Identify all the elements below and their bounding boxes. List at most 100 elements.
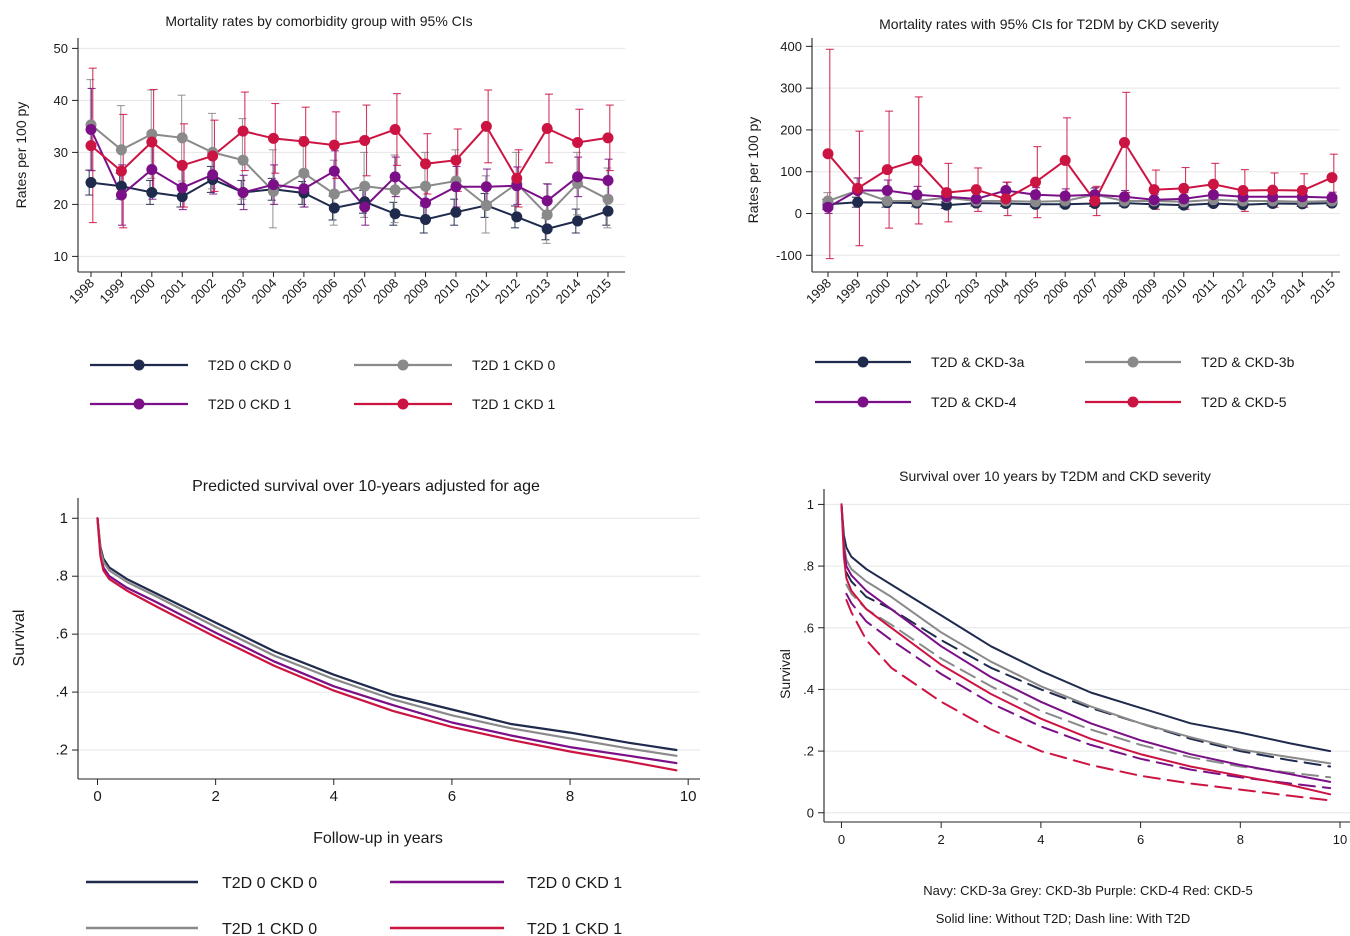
x-tick-label: 1999	[833, 276, 864, 307]
data-point	[207, 150, 219, 162]
x-tick-label: 2008	[370, 276, 401, 307]
x-tick-label: 2015	[1307, 276, 1338, 307]
data-point	[572, 171, 584, 183]
x-tick-label: 2001	[157, 276, 188, 307]
x-tick-label: 2011	[462, 276, 492, 306]
data-point	[1089, 195, 1101, 207]
data-point	[267, 132, 279, 144]
y-tick-label: 20	[54, 197, 68, 212]
data-point	[852, 182, 864, 194]
data-point	[85, 140, 97, 152]
data-point	[1267, 184, 1279, 196]
data-point	[298, 167, 310, 179]
legend-item-1: T2D 1 CKD 0	[354, 357, 555, 373]
survival-curve	[840, 503, 1332, 783]
data-point	[572, 137, 584, 149]
data-point	[115, 180, 127, 192]
x-tick-label: 2014	[1277, 276, 1308, 307]
legend-label: T2D 0 CKD 1	[208, 396, 291, 412]
x-tick-label: 2002	[922, 276, 953, 307]
data-point	[911, 154, 923, 166]
data-point	[911, 189, 923, 201]
data-point	[881, 164, 893, 176]
y-tick-label: .4	[55, 684, 68, 701]
data-point	[970, 184, 982, 196]
chart-survival-ckd-severity: Survival over 10 years by T2DM and CKD s…	[777, 468, 1350, 926]
series-line	[90, 124, 609, 181]
data-point	[480, 120, 492, 132]
y-tick-label: .8	[803, 559, 814, 574]
data-point	[1059, 154, 1071, 166]
data-point	[176, 159, 188, 171]
x-tick-label: 2011	[1189, 276, 1219, 306]
legend-item-0: T2D & CKD-3a	[815, 354, 1025, 370]
data-point	[176, 132, 188, 144]
x-tick-label: 2007	[1070, 276, 1101, 307]
data-point	[85, 177, 97, 189]
y-tick-label: 100	[780, 164, 802, 179]
data-point	[1030, 176, 1042, 188]
data-point	[602, 132, 614, 144]
legend-label: T2D & CKD-3b	[1201, 354, 1295, 370]
y-tick-label: 50	[54, 41, 68, 56]
data-point	[359, 201, 371, 213]
y-tick-label: .8	[55, 568, 68, 585]
chart-predicted-survival: Predicted survival over 10-years adjuste…	[11, 478, 700, 936]
x-tick-label: 2003	[951, 276, 982, 307]
x-tick-label: 10	[680, 788, 697, 805]
data-point	[1118, 191, 1130, 203]
data-point	[1178, 182, 1190, 194]
legend-label: T2D 0 CKD 1	[527, 875, 622, 892]
data-point	[1000, 193, 1012, 205]
series-line	[90, 129, 609, 209]
data-point	[450, 154, 462, 166]
x-tick-label: 2009	[401, 276, 432, 307]
x-tick-label: 1998	[66, 276, 97, 307]
data-point	[602, 193, 614, 205]
data-point	[480, 181, 492, 193]
y-tick-label: 1	[807, 497, 814, 512]
data-point	[1178, 193, 1190, 205]
data-point	[359, 134, 371, 146]
data-point	[267, 179, 279, 191]
y-tick-label: .6	[803, 620, 814, 635]
legend-label: T2D 1 CKD 0	[472, 357, 555, 373]
x-tick-label: 8	[566, 788, 574, 805]
survival-curve	[96, 517, 678, 757]
data-point	[420, 158, 432, 170]
x-tick-label: 2007	[340, 276, 371, 307]
x-tick-label: 2013	[1248, 276, 1279, 307]
line-style-note: Solid line: Without T2D; Dash line: With…	[936, 911, 1191, 926]
x-tick-label: 2015	[583, 276, 614, 307]
x-tick-label: 2	[211, 788, 219, 805]
y-tick-label: 0	[807, 805, 814, 820]
legend-label: T2D 1 CKD 1	[472, 396, 555, 412]
data-point	[941, 199, 953, 211]
data-point	[389, 208, 401, 220]
survival-curve	[96, 517, 678, 765]
data-point	[1207, 189, 1219, 201]
x-tick-label: 2004	[981, 276, 1012, 307]
legend-item-3: T2D 1 CKD 1	[354, 396, 555, 412]
data-point	[237, 154, 249, 166]
x-tick-label: 2003	[218, 276, 249, 307]
x-tick-label: 2	[938, 832, 945, 847]
legend-label: T2D & CKD-3a	[931, 354, 1025, 370]
x-tick-label: 0	[838, 832, 845, 847]
chart-mortality-ckd-severity: Mortality rates with 95% CIs for T2DM by…	[745, 16, 1340, 410]
series-line	[827, 201, 1333, 207]
y-axis-label: Rates per 100 py	[13, 102, 29, 209]
chart-title: Survival over 10 years by T2DM and CKD s…	[899, 468, 1211, 484]
x-tick-label: 2002	[188, 276, 219, 307]
x-tick-label: 2000	[862, 276, 893, 307]
legend-item-0: T2D 0 CKD 0	[86, 875, 317, 892]
x-tick-label: 0	[93, 788, 101, 805]
data-point	[176, 191, 188, 203]
x-tick-label: 4	[1037, 832, 1044, 847]
data-point	[146, 186, 158, 198]
x-tick-label: 2001	[892, 276, 923, 307]
survival-curve-with-t2d	[845, 583, 1332, 779]
y-tick-label: 10	[54, 249, 68, 264]
data-point	[822, 201, 834, 213]
data-point	[298, 135, 310, 147]
